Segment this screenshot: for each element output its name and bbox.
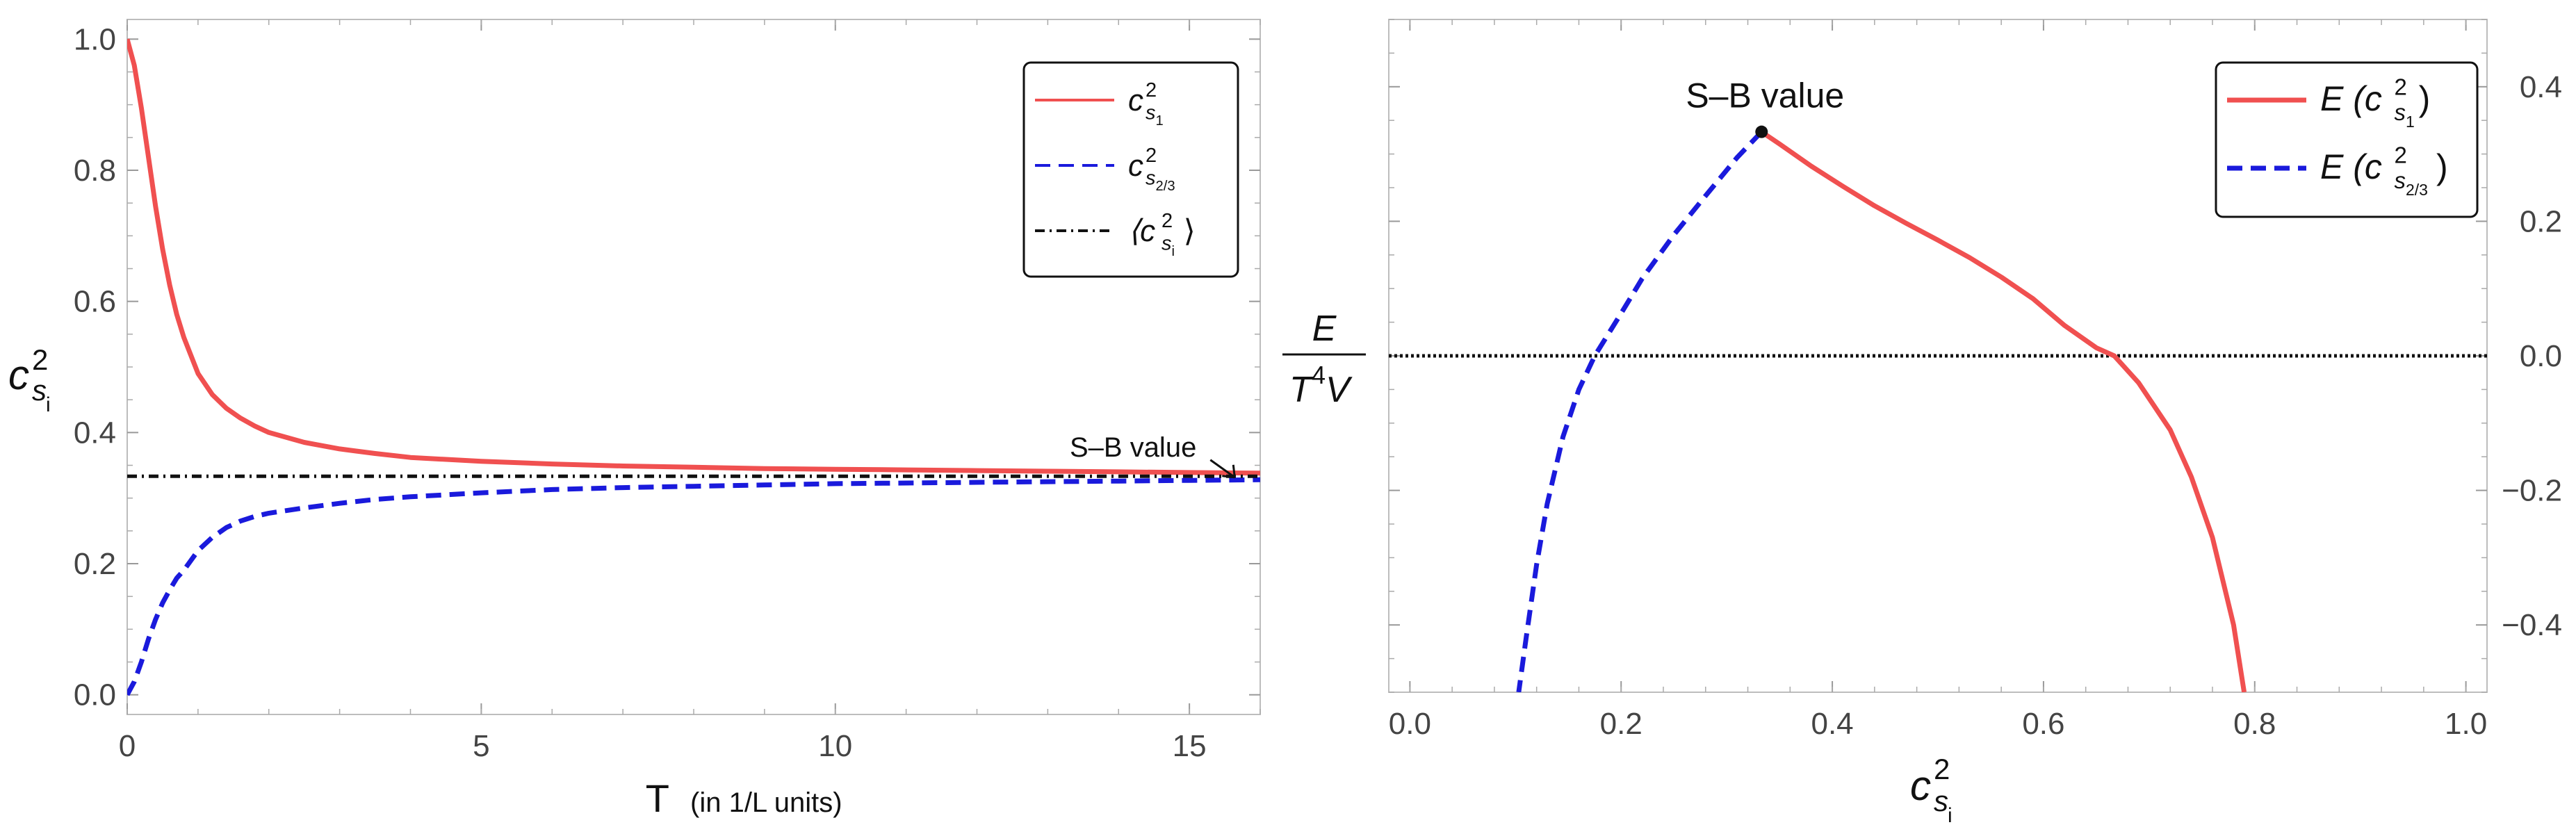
legend-entry-1-close: ) bbox=[2436, 147, 2448, 186]
y-axis-label-denominator-tail: V bbox=[1326, 370, 1353, 410]
x-tick-label: 0.6 bbox=[2022, 707, 2064, 741]
legend-entry-2-sup: 2 bbox=[1161, 210, 1173, 232]
x-axis-label-sup: 2 bbox=[1934, 753, 1950, 785]
x-axis-label: c 2s i bbox=[1910, 753, 1953, 827]
x-tick-label: 0.8 bbox=[2233, 707, 2276, 741]
y-axis-label-subsub: i bbox=[46, 393, 51, 416]
legend-entry-1-base: E (c bbox=[2320, 147, 2382, 186]
x-axis-label-base: c bbox=[1910, 762, 1931, 809]
annotation-label: S–B value bbox=[1686, 76, 1844, 115]
legend-entry-0-sub: s bbox=[2395, 99, 2406, 125]
y-tick-label: 0.6 bbox=[74, 285, 116, 319]
series-line-1 bbox=[1516, 130, 1763, 692]
x-tick-label: 0.0 bbox=[1389, 707, 1431, 741]
legend-entry-0-subsub: 1 bbox=[1156, 113, 1164, 129]
y-tick-label: 0.4 bbox=[2520, 70, 2562, 104]
x-tick-label: 0.2 bbox=[1600, 707, 1642, 741]
legend-entry-0-close: ) bbox=[2419, 79, 2431, 118]
x-tick-label: 10 bbox=[818, 729, 852, 763]
legend-entry-2: ⟨c 2s i ⟩ bbox=[1128, 210, 1196, 259]
y-axis-label-denominator: T bbox=[1289, 370, 1314, 410]
x-tick-label: 15 bbox=[1173, 729, 1207, 763]
legend-entry-1-sup: 2 bbox=[2395, 142, 2407, 168]
legend-entry-2-base: ⟨c bbox=[1128, 214, 1155, 248]
legend-entry-1-sup: 2 bbox=[1146, 145, 1157, 167]
annotation-label: S–B value bbox=[1070, 432, 1196, 463]
x-tick-label: 5 bbox=[473, 729, 489, 763]
legend-entry-2-subsub: i bbox=[1172, 244, 1175, 259]
x-axis-label-subsub: i bbox=[1948, 804, 1953, 827]
x-axis-label: T bbox=[646, 776, 669, 820]
y-tick-label: −0.4 bbox=[2502, 608, 2562, 642]
legend-entry-1-subsub: 2/3 bbox=[1156, 179, 1175, 194]
y-axis-label: ET 4 V bbox=[1282, 309, 1366, 410]
series-line-0 bbox=[127, 38, 1260, 476]
y-tick-label: 0.0 bbox=[2520, 339, 2562, 373]
legend-entry-0-sub: s bbox=[1146, 101, 1156, 124]
y-axis-label-base: c bbox=[8, 352, 29, 398]
x-tick-label: 0 bbox=[119, 729, 136, 763]
annotation-point bbox=[1755, 125, 1768, 138]
legend-entry-0-sup: 2 bbox=[2395, 74, 2407, 100]
legend-entry-0-base: c bbox=[1128, 83, 1143, 117]
y-axis-label-sub: s bbox=[32, 374, 47, 407]
legend-entry-1-base: c bbox=[1128, 149, 1143, 183]
legend-entry-0: E (c 2s 1) bbox=[2320, 74, 2430, 131]
right-chart-panel: 0.0 0.2 0.4 0.6 0.8 1.0 −0.4 −0.2 0.0 0.2 0.4 S–B v… bbox=[1282, 19, 2562, 827]
annotation-arrow-shaft bbox=[1209, 459, 1236, 478]
series-line-1 bbox=[127, 477, 1260, 696]
y-tick-label: 0.0 bbox=[74, 678, 116, 712]
y-tick-label: −0.2 bbox=[2502, 474, 2562, 508]
legend-entry-0-subsub: 1 bbox=[2406, 113, 2415, 131]
y-axis-label-numerator: E bbox=[1312, 309, 1337, 349]
y-tick-label: 0.4 bbox=[74, 416, 116, 450]
y-tick-label: 0.2 bbox=[74, 547, 116, 581]
legend-entry-1-sub: s bbox=[1146, 167, 1156, 189]
legend-entry-0-base: E (c bbox=[2320, 79, 2382, 118]
y-tick-label: 1.0 bbox=[74, 22, 116, 56]
legend-entry-1-sub: s bbox=[2395, 167, 2406, 193]
legend-entry-2-sub: s bbox=[1161, 232, 1172, 254]
x-tick-label: 0.4 bbox=[1811, 707, 1853, 741]
y-axis-label: c 2s i bbox=[8, 343, 51, 416]
x-axis-label-note: (in 1/L units) bbox=[690, 787, 842, 818]
legend-entry-1-subsub: 2/3 bbox=[2406, 181, 2428, 199]
y-tick-label: 0.2 bbox=[2520, 204, 2562, 238]
legend-entry-1: c 2s 2/3 bbox=[1128, 145, 1175, 194]
x-tick-label: 1.0 bbox=[2445, 707, 2487, 741]
series-group bbox=[1516, 129, 2247, 692]
y-tick-label: 0.8 bbox=[74, 154, 116, 188]
legend-box bbox=[1022, 61, 1239, 278]
legend-entry-0-sup: 2 bbox=[1146, 79, 1157, 101]
series-line-0 bbox=[1760, 129, 2247, 692]
y-axis-label-denominator-sup: 4 bbox=[1312, 361, 1326, 389]
legend-entry-1: E (c 2s 2/3) bbox=[2320, 142, 2448, 199]
annotation-arrow-head bbox=[1222, 464, 1236, 479]
legend-entry-2-close: ⟩ bbox=[1184, 214, 1196, 248]
series-group bbox=[127, 38, 1260, 696]
y-axis-label-sup: 2 bbox=[32, 343, 48, 376]
legend-entry-0: c 2s 1 bbox=[1128, 79, 1164, 129]
x-axis-label-sub: s bbox=[1934, 785, 1948, 817]
